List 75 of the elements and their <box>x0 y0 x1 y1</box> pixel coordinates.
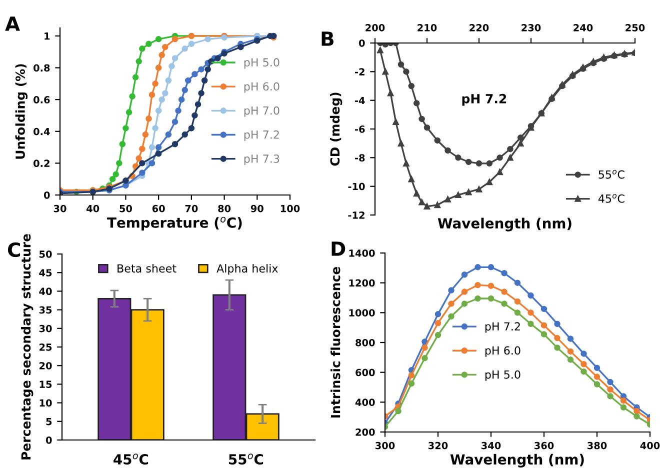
y-tick-label: 30 <box>39 324 52 332</box>
legend-label: Alpha helix <box>216 264 278 275</box>
y-tick-label: -12 <box>348 211 364 219</box>
x-tick-label: 300 <box>376 442 395 450</box>
y-tick-label: 0 <box>44 191 50 199</box>
x-tick-label: 360 <box>534 442 554 450</box>
y-tick-label: -2 <box>355 68 364 76</box>
chart-title: A <box>5 16 20 31</box>
x-tick-label: 210 <box>418 24 437 32</box>
y-tick-label: 0 <box>46 436 52 444</box>
y-tick-label: 20 <box>40 362 52 370</box>
y-tick-label: -4 <box>355 96 365 104</box>
legend-label: pH 6.0 <box>244 82 280 93</box>
x-tick-label: 250 <box>626 24 645 32</box>
y-tick-label: 400 <box>355 398 375 406</box>
x-tick-label: 230 <box>522 24 541 32</box>
legend-label: pH 6.0 <box>485 346 520 357</box>
y-tick-label: 1200 <box>349 279 375 287</box>
x-tick-label: 220 <box>470 24 489 32</box>
y-tick-label: 1400 <box>349 249 375 257</box>
x-tick-label: 340 <box>482 442 501 450</box>
y-tick-label: 50 <box>40 250 52 258</box>
y-tick-label: 5 <box>46 418 52 426</box>
y-tick-label: 10 <box>40 399 52 407</box>
x-tick-label: 400 <box>640 442 660 450</box>
chart-title: D <box>332 242 346 256</box>
y-tick-label: 0.4 <box>34 128 50 136</box>
y-tick-label: 35 <box>39 306 52 314</box>
x-axis-title: Wavelength (nm) <box>450 454 584 468</box>
x-axis-title: Temperature ($^{o}$C) <box>107 216 242 231</box>
x-tick-label: 50 <box>120 204 132 212</box>
y-tick-label: 15 <box>40 380 52 388</box>
legend-label: pH 7.2 <box>244 130 279 141</box>
legend-label: 55$^{o}$C <box>598 170 624 179</box>
x-tick-label: 60 <box>152 204 165 212</box>
y-tick-label: 600 <box>356 368 375 376</box>
y-axis-title: CD (mdeg) <box>330 92 342 166</box>
legend-label: Beta sheet <box>118 264 176 273</box>
annotation: pH 7.2 <box>462 94 506 106</box>
y-tick-label: 0 <box>358 39 365 47</box>
x-tick-label: 240 <box>574 24 593 32</box>
y-tick-label: 0.6 <box>34 96 50 104</box>
y-tick-label: 800 <box>356 338 375 346</box>
legend-label: pH 7.0 <box>244 106 280 117</box>
y-tick-label: -10 <box>348 182 365 190</box>
x-axis-title: Wavelength (nm) <box>438 218 572 232</box>
y-tick-label: -6 <box>355 125 365 133</box>
x-tick-label: 30 <box>54 204 66 212</box>
legend-label: pH 7.2 <box>485 322 520 333</box>
x-tick-label: 70 <box>185 204 198 212</box>
y-tick-label: 40 <box>39 288 52 296</box>
legend-label: pH 5.0 <box>244 58 280 69</box>
legend-label: 45$^{o}$C <box>598 194 624 203</box>
legend-label: pH 7.3 <box>244 154 280 166</box>
x-tick-label: 200 <box>366 24 385 32</box>
y-axis-title: Percentage secondary structure <box>21 234 34 460</box>
y-axis-title: Unfolding (%) <box>15 64 28 159</box>
x-tick-label: 40 <box>86 204 100 212</box>
y-tick-label: 1 <box>44 32 50 40</box>
chart-title: B <box>322 32 334 46</box>
y-tick-label: 0.2 <box>34 160 50 168</box>
x-tick-label: 100 <box>280 204 300 212</box>
chart-title: C <box>8 242 20 258</box>
y-tick-label: 25 <box>40 343 52 351</box>
legend-label: pH 5.0 <box>485 370 520 381</box>
y-tick-label: 0.8 <box>34 64 50 72</box>
y-tick-label: 45 <box>39 269 52 276</box>
x-tick-label: 80 <box>218 204 231 212</box>
x-tick-label: 320 <box>428 442 448 450</box>
x-tick-label: 380 <box>588 442 607 450</box>
y-axis-title: Intrinsic fluorescence <box>330 266 340 418</box>
y-tick-label: 1000 <box>349 309 375 316</box>
y-tick-label: -8 <box>355 154 365 162</box>
y-tick-label: 200 <box>356 428 375 436</box>
x-tick-label: 90 <box>250 204 264 212</box>
